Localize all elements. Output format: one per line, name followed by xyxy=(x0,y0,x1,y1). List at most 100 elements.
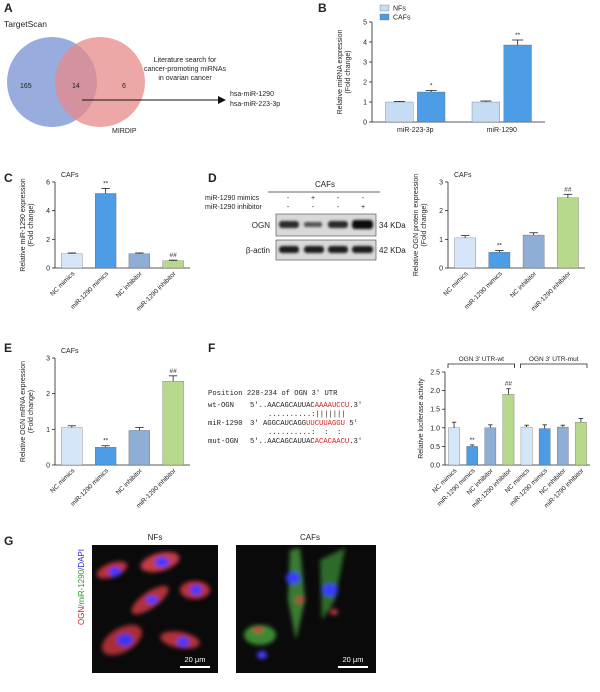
x-tick-label: NC inhibitor xyxy=(509,270,539,300)
group-label: OGN 3' UTR-wt xyxy=(459,356,504,363)
y-tick-label: 2 xyxy=(46,237,50,244)
y-tick-label: 4 xyxy=(46,208,50,215)
venn-left-label: TargetScan xyxy=(4,19,47,29)
x-tick-label: NC inhibitor xyxy=(115,467,145,497)
y-tick-label: 2.5 xyxy=(430,370,440,377)
legend-label: CAFs xyxy=(393,15,411,22)
bar-chart: 0 1 2 3 Relative OGN mRNA expression (Fold ch… xyxy=(20,348,190,510)
bar xyxy=(466,446,478,466)
sequence-name: wt-OGN xyxy=(208,402,234,410)
blot-band xyxy=(352,246,373,253)
stain-label: /DAPI xyxy=(77,549,86,570)
y-tick-label: 1 xyxy=(363,100,367,107)
panel-label: G xyxy=(4,534,13,548)
legend-swatch xyxy=(379,13,390,21)
pairing: ..........: : : xyxy=(268,429,341,437)
significance-label: ** xyxy=(497,243,503,250)
arrow-text: in ovarian cancer xyxy=(158,75,212,82)
significance-label: ** xyxy=(103,438,109,445)
y-tick-label: 4 xyxy=(363,40,367,47)
venn-circle-right xyxy=(55,37,145,127)
venn-count: 6 xyxy=(122,83,126,90)
y-axis-label: (Fold change) xyxy=(345,50,352,93)
chart-subtitle: CAFs xyxy=(61,348,79,355)
bar xyxy=(557,426,569,466)
bar-chart: 0.0 0.5 1.0 1.5 2.0 2.5 Relative luciferase ac… xyxy=(418,356,590,510)
significance-label: ** xyxy=(103,180,109,187)
blot-band xyxy=(328,246,348,253)
y-tick-label: 0 xyxy=(439,266,443,273)
y-tick-label: 2 xyxy=(439,208,443,215)
image-ylabel: OGN/miR-1290/DAPI xyxy=(77,549,86,625)
y-tick-label: 0 xyxy=(46,266,50,273)
seed-site: AAAAUCCU xyxy=(315,402,350,410)
bar-chart: 0 2 4 6 Relative miR-1290 expression (Fold ch… xyxy=(20,172,190,313)
y-axis-label: Relative OGN mRNA expression xyxy=(20,361,27,462)
blot-band xyxy=(304,222,322,227)
y-axis-label: (Fold change) xyxy=(28,203,35,246)
x-tick-label: miR-1290 xyxy=(487,127,517,134)
treatment-sign: - xyxy=(287,195,290,202)
micrograph: 20 μm xyxy=(92,545,218,673)
y-tick-label: 2 xyxy=(46,391,50,398)
blot-band xyxy=(279,221,299,228)
bar-chart: 0 1 2 3 4 5 Relative miRNA expression (Fold cha… xyxy=(337,4,545,134)
treatment-name: miR-1290 inhibitor xyxy=(205,204,262,211)
significance-label: ** xyxy=(470,437,476,444)
sequence-part: 5'..AACAGCAUUAC xyxy=(250,402,315,410)
blot-strip xyxy=(275,213,377,237)
y-tick-label: 3 xyxy=(46,356,50,363)
sequence-name: mut-OGN xyxy=(208,438,238,446)
bar xyxy=(471,101,500,123)
significance-label: ## xyxy=(505,381,513,388)
x-tick-label: miR-223-3p xyxy=(397,127,434,134)
image-title: NFs xyxy=(148,533,163,542)
arrow-text: Literature search for xyxy=(154,57,217,64)
sequence-part: .3' xyxy=(349,402,362,410)
sequence-alignment: Position 228-234 of OGN 3' UTR wt-OGN 5'… xyxy=(208,390,362,446)
bar xyxy=(162,381,184,466)
legend-label: NFs xyxy=(393,6,406,13)
bar xyxy=(128,430,150,466)
bar xyxy=(454,237,476,269)
y-tick-label: 1 xyxy=(46,427,50,434)
y-tick-label: 0.5 xyxy=(430,444,440,451)
blot-band xyxy=(328,221,348,228)
y-axis-label: (Fold change) xyxy=(28,390,35,433)
arrow-text: cancer-promoting miRNAs xyxy=(144,66,227,73)
y-axis-label: Relative luciferase activity xyxy=(418,378,425,459)
bar xyxy=(128,253,150,269)
alignment-title: Position 228-234 of OGN 3' UTR xyxy=(208,390,338,398)
stain-label: OGN xyxy=(77,607,86,625)
bar xyxy=(162,260,184,269)
sequence: 5'..AACAGCAUUACACACAACU.3' xyxy=(250,438,362,446)
result-mirna: hsa-miR-223-3p xyxy=(230,101,280,108)
significance-label: ## xyxy=(170,252,178,259)
treatment-sign: - xyxy=(362,195,365,202)
significance-label: * xyxy=(430,82,433,89)
legend-swatch xyxy=(379,4,390,12)
bar-chart: 0 1 2 3 Relative OGN protein expression (Fold… xyxy=(413,172,585,313)
blot-strip xyxy=(275,239,377,261)
bar xyxy=(503,44,532,123)
x-tick-label: miR-1290 mimics xyxy=(463,270,504,311)
y-tick-label: 1.0 xyxy=(430,425,440,432)
x-tick-label: miR-1290 mimics xyxy=(70,270,111,311)
group-label: OGN 3' UTR-mut xyxy=(529,356,579,363)
bar xyxy=(61,427,83,466)
bar xyxy=(520,426,533,466)
y-tick-label: 0 xyxy=(46,463,50,470)
x-tick-label: miR-1290 mimics xyxy=(70,467,111,508)
sequence: 5'..AACAGCAUUACAAAAUCCU.3' xyxy=(250,402,362,410)
bar xyxy=(484,427,497,466)
x-tick-label: NC mimics xyxy=(49,467,77,495)
bar xyxy=(61,253,83,269)
result-mirna: hsa-miR-1290 xyxy=(230,91,274,98)
significance-label: ## xyxy=(170,368,178,375)
protein-label: β-actin xyxy=(246,246,270,255)
bar xyxy=(538,428,551,466)
y-tick-label: 1 xyxy=(439,237,443,244)
bar xyxy=(95,447,117,466)
